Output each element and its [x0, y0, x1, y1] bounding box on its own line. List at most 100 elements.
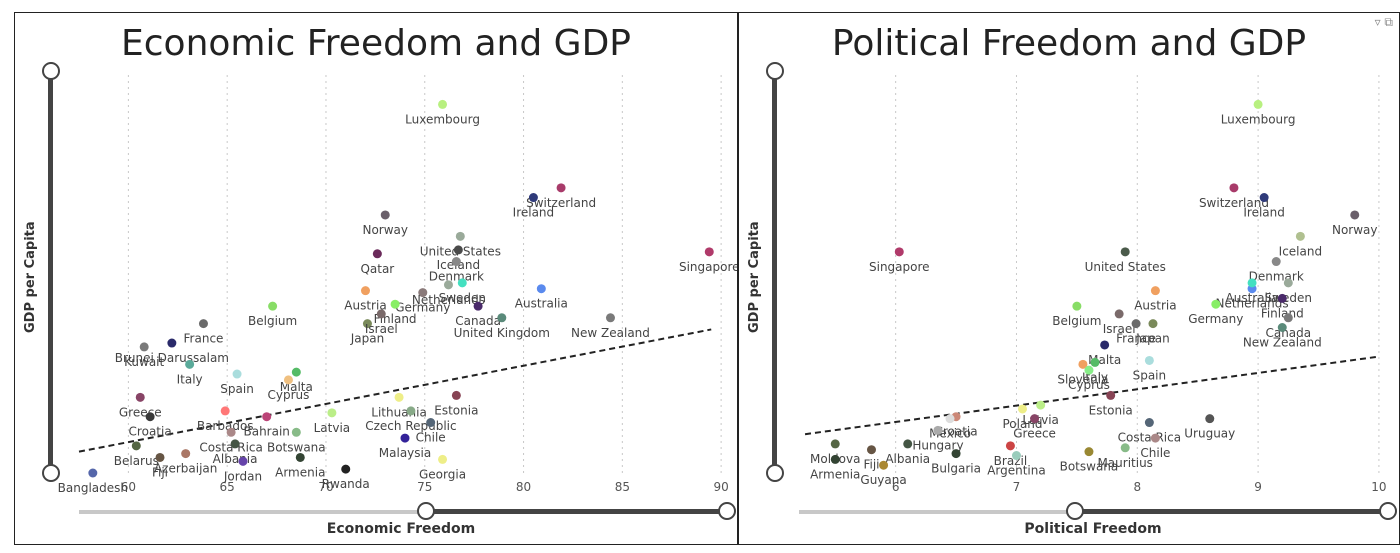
data-point[interactable] — [1259, 193, 1269, 203]
data-point[interactable] — [1120, 443, 1130, 453]
x-range-slider-track[interactable] — [79, 510, 425, 514]
data-point[interactable] — [1283, 278, 1293, 288]
data-point[interactable] — [360, 286, 370, 296]
data-point[interactable] — [1011, 451, 1021, 461]
data-point[interactable] — [185, 359, 195, 369]
data-point[interactable] — [426, 418, 436, 428]
data-point[interactable] — [238, 456, 248, 466]
data-point[interactable] — [1144, 355, 1154, 365]
data-point[interactable] — [1247, 278, 1257, 288]
data-point[interactable] — [131, 441, 141, 451]
data-point[interactable] — [1131, 319, 1141, 329]
data-point[interactable] — [362, 319, 372, 329]
data-point[interactable] — [455, 231, 465, 241]
data-point[interactable] — [1211, 299, 1221, 309]
data-point[interactable] — [1295, 231, 1305, 241]
data-point[interactable] — [1277, 293, 1287, 303]
data-point[interactable] — [1350, 210, 1360, 220]
data-point[interactable] — [406, 406, 416, 416]
data-point[interactable] — [372, 249, 382, 259]
data-point[interactable] — [451, 257, 461, 267]
data-point[interactable] — [1084, 365, 1094, 375]
data-point[interactable] — [139, 342, 149, 352]
data-point[interactable] — [135, 392, 145, 402]
data-point[interactable] — [497, 313, 507, 323]
y-range-slider-track[interactable] — [772, 69, 777, 474]
data-point[interactable] — [704, 247, 714, 257]
data-point[interactable] — [1106, 390, 1116, 400]
data-point[interactable] — [380, 210, 390, 220]
data-point[interactable] — [1205, 414, 1215, 424]
x-range-slider-track[interactable] — [799, 510, 1074, 514]
filter-icon[interactable]: ▿ — [1374, 15, 1381, 29]
x-slider-min-handle[interactable] — [417, 502, 435, 520]
data-point[interactable] — [1144, 418, 1154, 428]
data-point[interactable] — [451, 390, 461, 400]
data-point[interactable] — [1030, 414, 1040, 424]
data-point[interactable] — [1271, 257, 1281, 267]
data-point[interactable] — [438, 454, 448, 464]
data-point[interactable] — [830, 454, 840, 464]
y-slider-max-handle[interactable] — [766, 62, 784, 80]
x-slider-max-handle[interactable] — [718, 502, 736, 520]
data-point[interactable] — [198, 319, 208, 329]
data-point[interactable] — [933, 425, 943, 435]
data-point[interactable] — [1036, 400, 1046, 410]
data-point[interactable] — [155, 452, 165, 462]
data-point[interactable] — [830, 439, 840, 449]
data-point[interactable] — [1084, 447, 1094, 457]
data-point[interactable] — [605, 313, 615, 323]
data-point[interactable] — [1005, 441, 1015, 451]
data-point[interactable] — [1018, 404, 1028, 414]
data-point[interactable] — [262, 412, 272, 422]
data-point[interactable] — [295, 452, 305, 462]
data-point[interactable] — [951, 449, 961, 459]
y-slider-max-handle[interactable] — [42, 62, 60, 80]
x-slider-max-handle[interactable] — [1379, 502, 1397, 520]
data-point[interactable] — [1078, 359, 1088, 369]
data-point[interactable] — [453, 245, 463, 255]
data-point[interactable] — [1229, 183, 1239, 193]
chart-panel-economic[interactable]: Economic Freedom and GDP 60 65 70 75 80 85 90 L… — [14, 12, 738, 545]
data-point[interactable] — [268, 301, 278, 311]
data-point[interactable] — [400, 433, 410, 443]
data-point[interactable] — [556, 183, 566, 193]
data-point[interactable] — [1150, 433, 1160, 443]
y-slider-min-handle[interactable] — [42, 464, 60, 482]
data-point[interactable] — [438, 99, 448, 109]
data-point[interactable] — [536, 284, 546, 294]
data-point[interactable] — [220, 406, 230, 416]
x-range-slider-selected[interactable] — [425, 509, 727, 514]
data-point[interactable] — [1120, 247, 1130, 257]
y-slider-min-handle[interactable] — [766, 464, 784, 482]
data-point[interactable] — [1253, 99, 1263, 109]
x-range-slider-selected[interactable] — [1074, 509, 1388, 514]
data-point[interactable] — [230, 439, 240, 449]
data-point[interactable] — [167, 338, 177, 348]
y-range-slider-track[interactable] — [48, 69, 53, 474]
data-point[interactable] — [181, 449, 191, 459]
data-point[interactable] — [945, 414, 955, 424]
data-point[interactable] — [1148, 319, 1158, 329]
data-point[interactable] — [394, 392, 404, 402]
scatter-plot-economic[interactable]: 60 65 70 75 80 85 90 Luxembourg SwitzerlandIrela… — [15, 13, 737, 544]
data-point[interactable] — [390, 299, 400, 309]
data-point[interactable] — [226, 427, 236, 437]
data-point[interactable] — [327, 408, 337, 418]
data-point[interactable] — [232, 369, 242, 379]
data-point[interactable] — [1150, 286, 1160, 296]
data-point[interactable] — [291, 367, 301, 377]
data-point[interactable] — [1114, 309, 1124, 319]
data-point[interactable] — [376, 309, 386, 319]
data-point[interactable] — [528, 193, 538, 203]
data-point[interactable] — [457, 278, 467, 288]
data-point[interactable] — [418, 288, 428, 298]
data-point[interactable] — [88, 468, 98, 478]
expand-icon[interactable]: ⧉ — [1384, 15, 1393, 29]
data-point[interactable] — [903, 439, 913, 449]
data-point[interactable] — [291, 427, 301, 437]
data-point[interactable] — [341, 464, 351, 474]
data-point[interactable] — [866, 445, 876, 455]
data-point[interactable] — [1072, 301, 1082, 311]
